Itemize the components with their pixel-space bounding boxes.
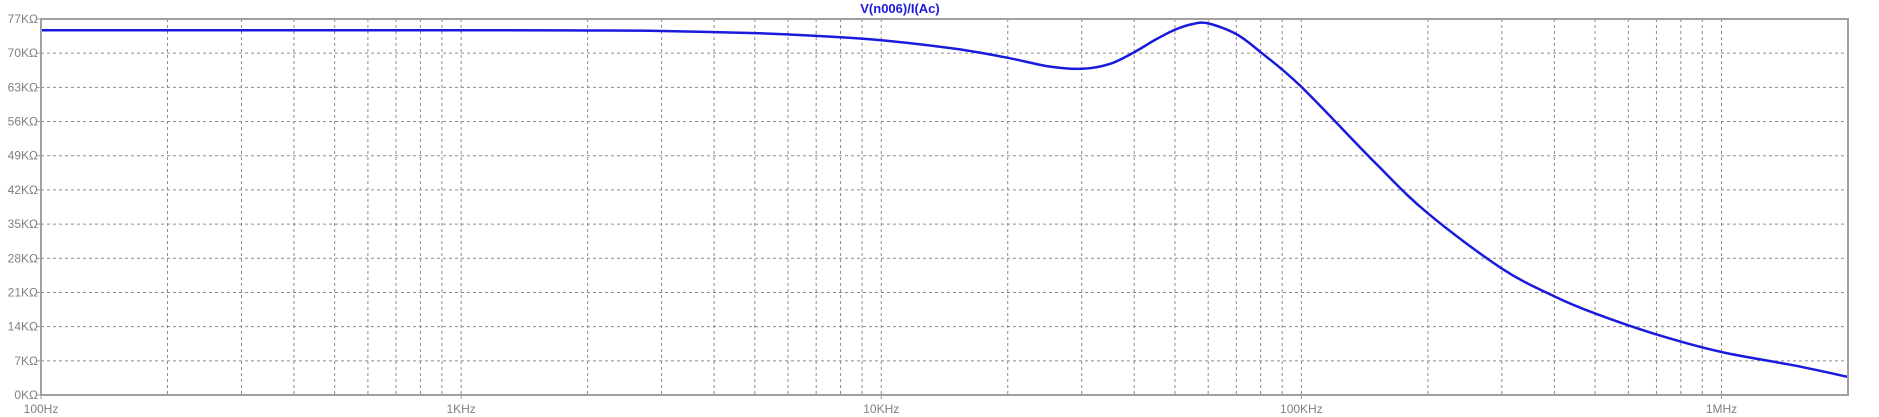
x-tick-label: 1KHz <box>446 402 475 416</box>
trace-layer <box>40 21 1849 379</box>
x-tick-label: 10KHz <box>863 402 899 416</box>
y-tick-label: 7KΩ <box>14 354 38 368</box>
plot-frame <box>40 18 1849 396</box>
impedance-trace <box>40 21 1849 379</box>
y-tick-label: 63KΩ <box>8 80 38 94</box>
x-tick-label: 1MHz <box>1706 402 1737 416</box>
y-tick-label: 0KΩ <box>14 388 38 402</box>
y-tick-label: 42KΩ <box>8 183 38 197</box>
y-tick-label: 70KΩ <box>8 46 38 60</box>
y-tick-label: 56KΩ <box>8 115 38 129</box>
x-tick-label: 100KHz <box>1280 402 1323 416</box>
y-tick-label: 14KΩ <box>8 320 38 334</box>
chart-title: V(n006)/I(Ac) <box>860 1 939 16</box>
x-axis-ticks: 100Hz 1KHz 10KHz 100KHz 1MHz <box>24 395 1737 416</box>
y-axis-ticks: 0KΩ 7KΩ 14KΩ 21KΩ 28KΩ 35KΩ 42KΩ 49KΩ 56KΩ 63KΩ 70… <box>8 12 41 402</box>
grid <box>41 19 1848 395</box>
y-tick-label: 21KΩ <box>8 285 38 299</box>
y-tick-label: 49KΩ <box>8 149 38 163</box>
y-tick-label: 28KΩ <box>8 251 38 265</box>
x-tick-label: 100Hz <box>24 402 59 416</box>
y-tick-label: 35KΩ <box>8 217 38 231</box>
y-tick-label: 77KΩ <box>8 12 38 26</box>
